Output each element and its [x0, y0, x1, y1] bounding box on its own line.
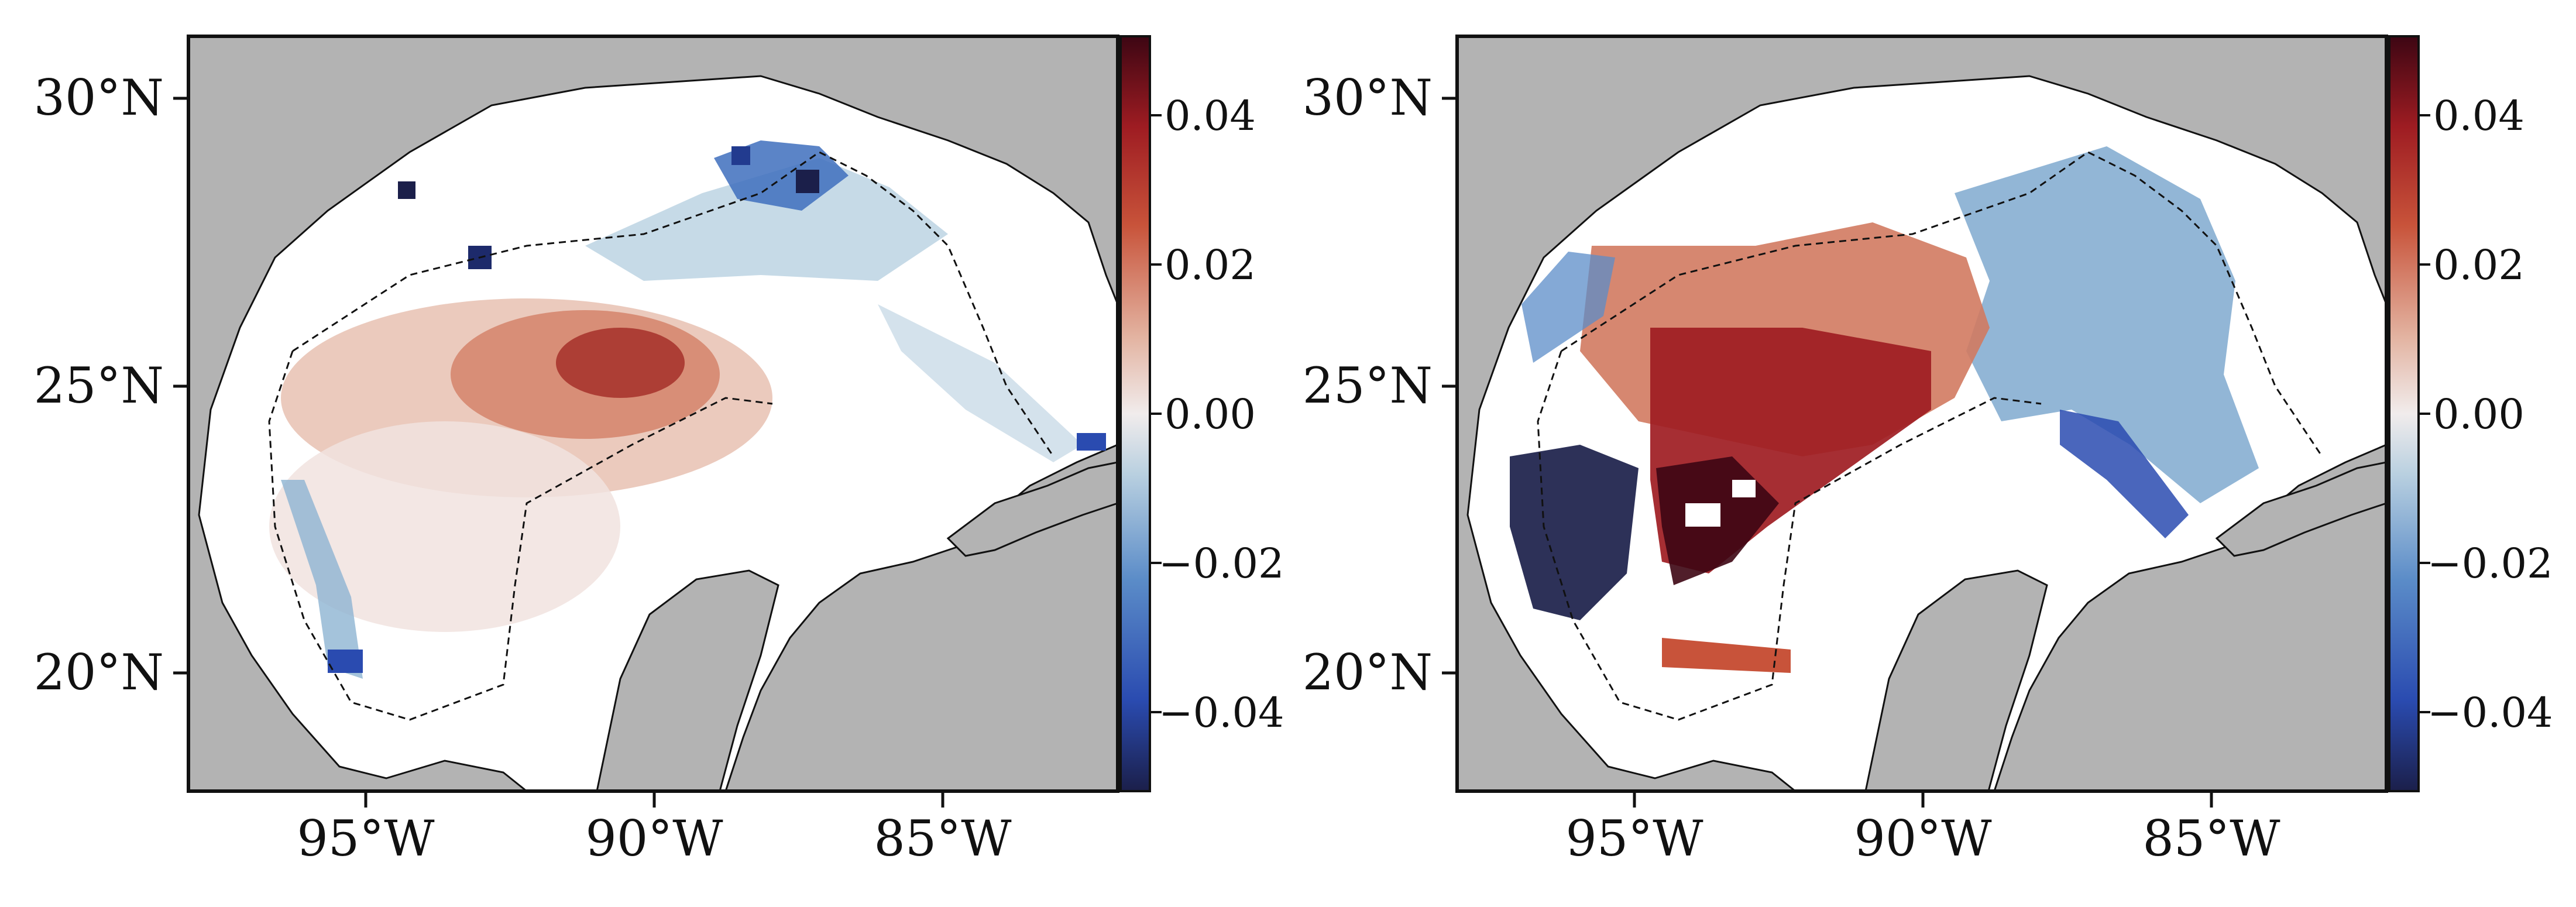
x-tick-label: 90°W	[1854, 810, 1992, 867]
yucatan-left	[596, 569, 779, 791]
right-y-ticks: 30°N 25°N 20°N	[1303, 69, 1457, 701]
y-tick-label: 25°N	[34, 357, 164, 414]
colorbar-tick-label: 0.02	[2433, 241, 2525, 289]
cuba-right	[2215, 461, 2386, 557]
colorbar-tick-label: 0.00	[2433, 390, 2525, 438]
right-x-ticks: 95°W 90°W 85°W	[1565, 791, 2280, 867]
colorbar-tick-label: 0.02	[1165, 241, 1256, 289]
colorbar-tick-label: 0.00	[1165, 390, 1256, 438]
y-tick-label: 25°N	[1303, 357, 1433, 414]
yucatan-right	[1864, 569, 2048, 791]
colorbar-right: 0.04 0.02 0.00 −0.02 −0.04	[2388, 35, 2553, 792]
y-tick-label: 30°N	[34, 69, 164, 126]
x-tick-label: 85°W	[2142, 810, 2280, 867]
y-tick-label: 30°N	[1303, 69, 1433, 126]
colorbar-tick-label: −0.04	[1159, 689, 1284, 737]
map-panel-right: 95°W 90°W 85°W 30°N 25°N 20°N 0.04 0.02 …	[1303, 35, 2553, 867]
x-tick-label: 85°W	[874, 810, 1012, 867]
colorbar-tick-label: −0.04	[2427, 689, 2553, 737]
y-tick-label: 20°N	[1303, 644, 1433, 701]
shelf-contour-left	[268, 151, 1055, 721]
left-y-ticks: 30°N 25°N 20°N	[34, 69, 188, 701]
x-tick-label: 95°W	[1565, 810, 1703, 867]
left-x-ticks: 95°W 90°W 85°W	[297, 791, 1012, 867]
x-tick-label: 95°W	[297, 810, 435, 867]
colorbar-tick-label: −0.02	[2427, 540, 2553, 588]
map-panel-left: 95°W 90°W 85°W 30°N 25°N 20°N 0.04 0.02 …	[34, 35, 1284, 867]
colorbar-tick-label: −0.02	[1159, 540, 1284, 588]
colorbar-left: 0.04 0.02 0.00 −0.02 −0.04	[1119, 35, 1284, 792]
colorbar-tick-label: 0.04	[2433, 92, 2525, 140]
cuba-left	[946, 461, 1118, 557]
x-tick-label: 90°W	[585, 810, 723, 867]
y-tick-label: 20°N	[34, 644, 164, 701]
shelf-contour-right	[1537, 151, 2323, 721]
colorbar-tick-label: 0.04	[1165, 92, 1256, 140]
heatmap-left	[269, 140, 1106, 679]
